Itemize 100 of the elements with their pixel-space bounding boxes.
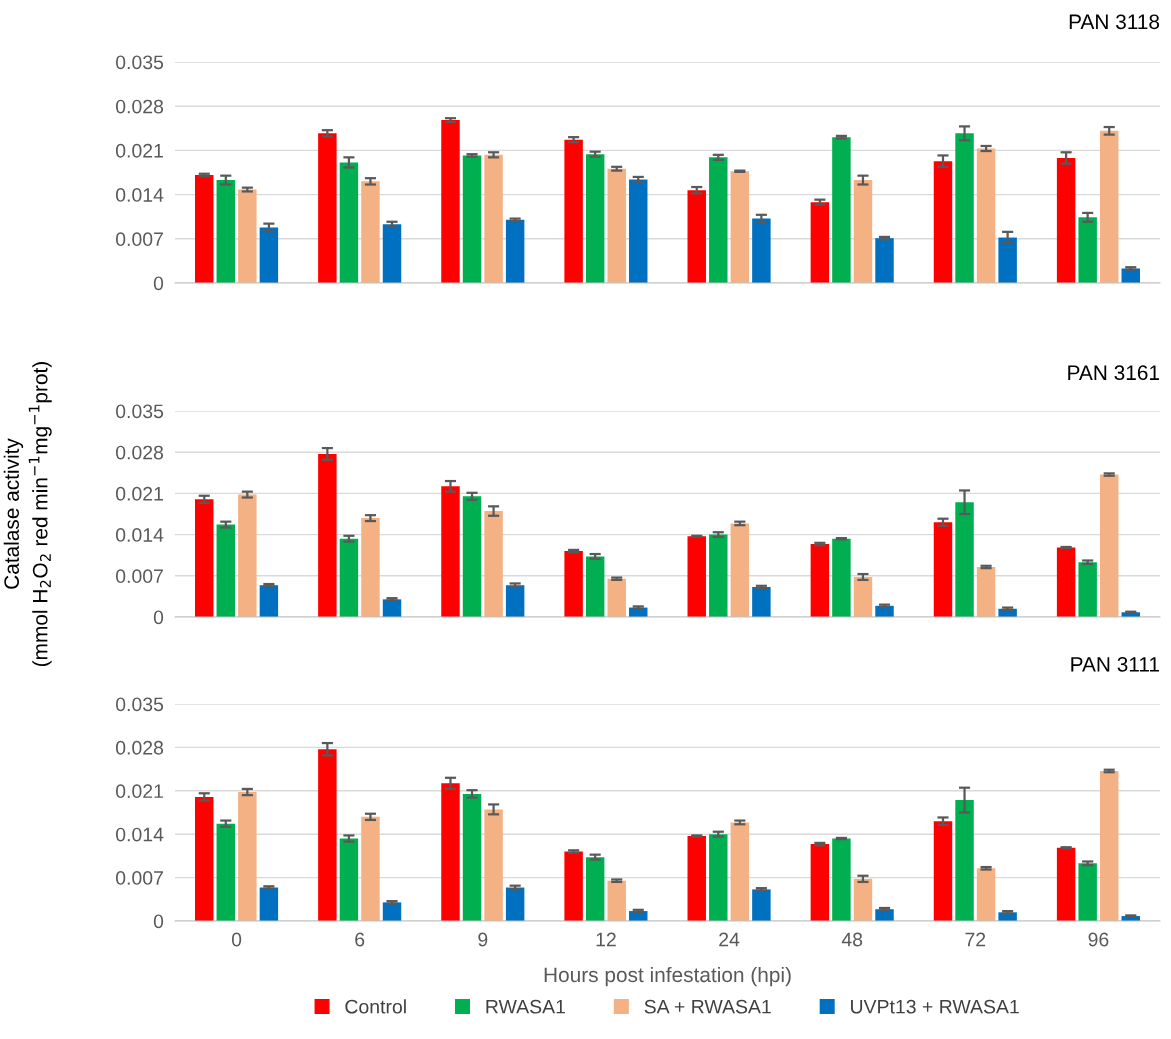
chart-title: PAN 3111 [1071, 656, 1159, 672]
bar [1078, 562, 1097, 617]
y-tick-label: 0.007 [115, 232, 163, 247]
y-tick-label: 0.014 [115, 188, 164, 202]
bar [607, 168, 626, 283]
bar [1056, 847, 1076, 921]
bar [238, 494, 257, 617]
bar [730, 523, 750, 617]
legend-label: Control [345, 999, 406, 1014]
bar [238, 189, 257, 283]
bar [955, 502, 974, 617]
y-tick-label: 0.028 [115, 740, 164, 755]
legend-label: UVPt13 + RWASA1 [851, 999, 1019, 1014]
bar [955, 133, 974, 283]
bar [832, 137, 851, 283]
bar [564, 139, 583, 283]
bar [195, 797, 214, 921]
bar [339, 538, 359, 617]
bar [585, 857, 605, 921]
bar [810, 202, 830, 283]
bar [1056, 157, 1076, 283]
bar [441, 120, 460, 283]
bar [853, 576, 873, 617]
x-tick-label: 48 [841, 932, 863, 947]
bar [564, 851, 583, 921]
bar [709, 157, 728, 283]
bar [259, 227, 279, 283]
bar [730, 822, 750, 921]
bar [462, 496, 482, 617]
bar [484, 511, 503, 617]
bar [1078, 863, 1097, 921]
bar [216, 823, 236, 921]
bar [875, 238, 894, 283]
bar [752, 889, 771, 921]
bar [687, 536, 706, 617]
legend-label: RWASA1 [486, 999, 565, 1014]
bar [1099, 130, 1119, 283]
bar [564, 551, 583, 617]
y-tick-label: 0 [153, 276, 164, 291]
bar [629, 179, 648, 283]
bar [752, 218, 771, 283]
bar [195, 175, 214, 283]
y-tick-label: 0.035 [115, 404, 164, 419]
bar [361, 816, 380, 921]
bar [484, 809, 503, 921]
bar [709, 834, 728, 921]
bar [195, 499, 214, 617]
bar [933, 161, 953, 283]
bar [1099, 770, 1119, 921]
bar [810, 544, 830, 617]
bar [382, 902, 402, 921]
y-tick-label: 0.007 [115, 871, 163, 885]
bar [687, 190, 706, 283]
bar [462, 793, 482, 921]
bar [339, 838, 359, 921]
y-tick-label: 0.014 [115, 827, 164, 842]
bar [853, 878, 873, 921]
x-tick-label: 24 [719, 932, 740, 947]
bar [585, 556, 605, 617]
bar [687, 836, 706, 921]
text: Catalase activity (mmol H$_{2}$O$_{2}$ red min$^{−1}$mg$^{−1}$prot) [3, 362, 52, 667]
bar [382, 224, 402, 283]
bar [361, 518, 380, 617]
bar [361, 181, 380, 283]
y-tick-label: 0.035 [115, 697, 164, 712]
bar [318, 453, 337, 617]
y-tick-label: 0 [153, 610, 164, 625]
bar [339, 162, 359, 283]
bar [216, 524, 236, 617]
y-tick-label: 0.021 [115, 486, 163, 501]
bar [832, 538, 851, 617]
y-tick-label: 0.035 [115, 55, 164, 70]
y-tick-label: 0.021 [115, 784, 163, 799]
y-tick-label: 0.014 [115, 528, 164, 542]
x-tick-label: 0 [231, 932, 242, 947]
bar [216, 180, 236, 283]
chart-title: PAN 3161 [1068, 365, 1159, 381]
x-tick-label: 9 [478, 932, 488, 947]
bar [441, 486, 460, 617]
bar [832, 838, 851, 921]
y-tick-label: 0 [153, 914, 164, 929]
bar [505, 585, 525, 617]
bar [976, 566, 996, 617]
chart-title: PAN 3118 [1069, 14, 1160, 30]
bar [505, 887, 525, 921]
bar [259, 585, 279, 617]
y-tick-label: 0.021 [115, 143, 163, 158]
bar [318, 749, 337, 921]
bar [318, 133, 337, 283]
bar [607, 880, 626, 921]
bar [259, 887, 279, 921]
bar [441, 783, 460, 921]
bar [730, 171, 750, 283]
bar [976, 148, 996, 283]
y-tick-label: 0.028 [115, 445, 164, 460]
bar [998, 237, 1017, 283]
x-tick-label: 6 [355, 932, 365, 947]
bar [484, 154, 503, 283]
bar [933, 522, 953, 617]
bar [1056, 547, 1076, 617]
